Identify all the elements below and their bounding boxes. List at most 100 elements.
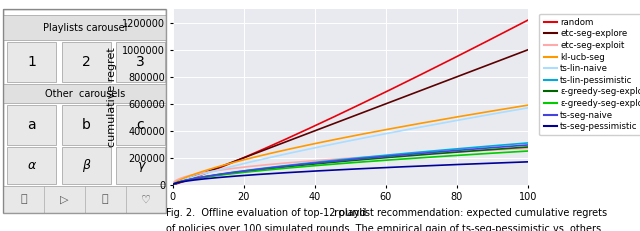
ε-greedy-seg-explore — [524, 146, 532, 148]
Bar — [3, 85, 166, 103]
ts-lin-naive — [169, 183, 177, 186]
Text: β: β — [82, 159, 90, 172]
ts-seg-pessimistic — [361, 167, 369, 170]
etc-seg-exploit — [340, 157, 348, 160]
Text: a: a — [28, 118, 36, 132]
kl-ucb-seg — [169, 183, 177, 186]
ts-lin-naive — [524, 106, 532, 109]
ts-seg-naive — [380, 155, 388, 158]
ts-lin-pessimistic — [340, 158, 348, 161]
ts-seg-pessimistic — [460, 163, 468, 166]
kl-ucb-seg — [380, 129, 388, 131]
Line: ts-seg-naive: ts-seg-naive — [173, 145, 528, 185]
kl-ucb-seg — [340, 136, 348, 139]
kl-ucb-seg — [460, 114, 468, 117]
ε-greedy-seg-explore — [338, 160, 346, 163]
random — [169, 183, 177, 186]
ε-greedy-seg-exploit — [460, 154, 468, 156]
kl-ucb-seg — [338, 137, 346, 140]
Line: random: random — [173, 20, 528, 185]
Line: kl-ucb-seg: kl-ucb-seg — [173, 105, 528, 185]
ts-seg-naive — [524, 144, 532, 146]
Text: c: c — [136, 118, 144, 132]
etc-seg-explore — [380, 103, 388, 106]
ts-seg-pessimistic — [524, 161, 532, 163]
Text: b: b — [82, 118, 90, 132]
ts-lin-naive — [460, 118, 468, 121]
ε-greedy-seg-explore — [460, 150, 468, 153]
Line: ts-lin-naive: ts-lin-naive — [173, 108, 528, 185]
X-axis label: round: round — [334, 208, 367, 218]
etc-seg-explore — [169, 183, 177, 186]
Text: 2: 2 — [82, 55, 90, 69]
Line: ts-seg-pessimistic: ts-seg-pessimistic — [173, 162, 528, 185]
ε-greedy-seg-explore — [340, 160, 348, 163]
etc-seg-exploit — [380, 155, 388, 157]
Text: α: α — [28, 159, 36, 172]
ts-seg-naive — [361, 157, 369, 160]
Line: ε-greedy-seg-explore: ε-greedy-seg-explore — [173, 147, 528, 185]
ε-greedy-seg-exploit — [380, 159, 388, 162]
etc-seg-exploit — [338, 157, 346, 160]
etc-seg-explore — [340, 119, 348, 121]
ε-greedy-seg-explore — [380, 156, 388, 159]
Text: Playlists carousel: Playlists carousel — [43, 23, 127, 33]
etc-seg-explore — [460, 73, 468, 76]
ts-lin-naive — [380, 133, 388, 135]
Legend: random, etc-seg-explore, etc-seg-exploit, kl-ucb-seg, ts-lin-naive, ts-lin-pessi: random, etc-seg-explore, etc-seg-exploit… — [540, 14, 640, 135]
ts-lin-naive — [361, 136, 369, 139]
etc-seg-explore — [338, 119, 346, 122]
ts-seg-naive — [340, 159, 348, 162]
random — [524, 19, 532, 21]
FancyBboxPatch shape — [3, 9, 166, 213]
Line: etc-seg-explore: etc-seg-explore — [173, 50, 528, 185]
ts-lin-pessimistic — [516, 142, 524, 145]
Text: ▷: ▷ — [60, 194, 68, 204]
etc-seg-explore — [516, 52, 524, 54]
Text: γ: γ — [137, 159, 144, 172]
kl-ucb-seg — [516, 105, 524, 108]
etc-seg-exploit — [361, 156, 369, 158]
Text: ⏭: ⏭ — [102, 194, 109, 204]
Line: ε-greedy-seg-exploit: ε-greedy-seg-exploit — [173, 151, 528, 185]
ε-greedy-seg-explore — [361, 158, 369, 161]
ts-lin-pessimistic — [380, 154, 388, 157]
Text: 1: 1 — [28, 55, 36, 69]
random — [338, 112, 346, 115]
ε-greedy-seg-exploit — [338, 162, 346, 165]
etc-seg-exploit — [516, 147, 524, 150]
Bar — [116, 147, 165, 184]
random — [340, 111, 348, 114]
ts-seg-naive — [460, 149, 468, 151]
ts-lin-naive — [516, 108, 524, 111]
ts-seg-naive — [169, 183, 177, 186]
etc-seg-explore — [361, 110, 369, 113]
Text: Fig. 2.  Offline evaluation of top-12 playlist recommendation: expected cumulati: Fig. 2. Offline evaluation of top-12 pla… — [166, 208, 607, 218]
Text: ⏮: ⏮ — [20, 194, 27, 204]
etc-seg-exploit — [460, 150, 468, 153]
ts-seg-naive — [516, 144, 524, 147]
ts-seg-pessimistic — [338, 168, 346, 171]
random — [380, 91, 388, 94]
Bar — [7, 42, 56, 82]
random — [361, 101, 369, 103]
ε-greedy-seg-explore — [169, 183, 177, 186]
ts-lin-pessimistic — [338, 158, 346, 161]
etc-seg-exploit — [524, 147, 532, 150]
random — [460, 52, 468, 54]
ε-greedy-seg-exploit — [340, 162, 348, 165]
ts-lin-pessimistic — [524, 142, 532, 144]
ts-seg-pessimistic — [380, 166, 388, 169]
ε-greedy-seg-exploit — [516, 150, 524, 153]
Text: Other  carousels: Other carousels — [45, 89, 125, 99]
ts-lin-pessimistic — [361, 156, 369, 159]
Bar — [7, 105, 56, 146]
kl-ucb-seg — [524, 104, 532, 106]
Text: ♡: ♡ — [141, 194, 151, 204]
Line: ts-lin-pessimistic: ts-lin-pessimistic — [173, 143, 528, 185]
kl-ucb-seg — [361, 132, 369, 135]
Line: etc-seg-exploit: etc-seg-exploit — [173, 148, 528, 185]
Bar — [61, 147, 111, 184]
ε-greedy-seg-explore — [516, 146, 524, 149]
Bar — [61, 42, 111, 82]
